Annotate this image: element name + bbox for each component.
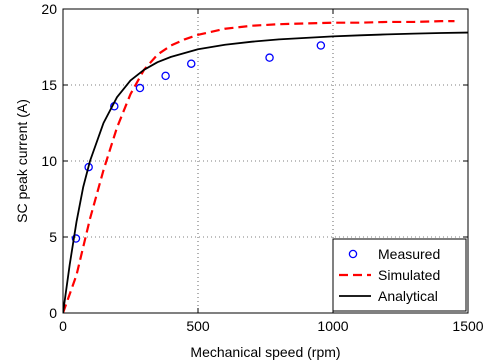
x-tick-label: 500 bbox=[186, 318, 210, 334]
x-tick-label: 1000 bbox=[317, 318, 348, 334]
measured-point bbox=[161, 71, 170, 81]
x-axis-label: Mechanical speed (rpm) bbox=[190, 344, 340, 360]
x-tick-label: 0 bbox=[59, 318, 67, 334]
y-tick-label: 5 bbox=[49, 229, 57, 245]
analytical-line bbox=[63, 31, 468, 313]
measured-point bbox=[316, 41, 326, 50]
legend-simulated-label: Simulated bbox=[378, 267, 440, 283]
legend: Measured Simulated Analytical bbox=[332, 238, 467, 312]
measured-point bbox=[135, 83, 145, 93]
ticks: 0 500 1000 1500 0 5 10 15 20 bbox=[41, 1, 483, 334]
x-tick-label: 1500 bbox=[452, 318, 483, 334]
y-tick-label: 0 bbox=[49, 305, 57, 321]
series-layer bbox=[63, 20, 468, 313]
simulated-line bbox=[63, 20, 455, 313]
y-axis-label: SC peak current (A) bbox=[14, 99, 30, 223]
measured-point bbox=[265, 53, 274, 62]
grid bbox=[63, 9, 468, 313]
legend-analytical-label: Analytical bbox=[378, 288, 438, 304]
y-tick-label: 20 bbox=[41, 1, 57, 17]
legend-measured-label: Measured bbox=[378, 246, 440, 262]
measured-point bbox=[186, 59, 196, 68]
legend-measured-marker bbox=[348, 249, 358, 259]
y-tick-label: 10 bbox=[41, 153, 57, 169]
y-tick-label: 15 bbox=[41, 77, 57, 93]
measured-point bbox=[71, 234, 81, 243]
